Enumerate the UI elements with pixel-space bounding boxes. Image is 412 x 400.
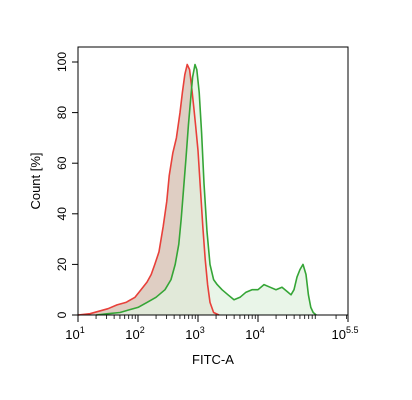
y-tick-label: 20 xyxy=(55,257,69,271)
series-1-line xyxy=(77,63,220,316)
series-layer xyxy=(77,63,317,316)
x-axis-ticks: 101 102 103 104 105.5 xyxy=(65,315,358,342)
plot-frame xyxy=(77,46,349,316)
x-tick-label: 101 xyxy=(65,325,84,342)
y-axis-ticks: 0 20 40 60 80 100 xyxy=(55,52,78,318)
x-tick-label: 104 xyxy=(245,325,264,342)
x-tick-label: 103 xyxy=(185,325,204,342)
x-tick-label: 105.5 xyxy=(332,325,359,342)
y-tick-label: 40 xyxy=(55,207,69,221)
y-tick-label: 60 xyxy=(55,156,69,170)
y-tick-label: 0 xyxy=(55,311,69,318)
series-2-line xyxy=(95,63,317,316)
series-2-area xyxy=(96,64,317,315)
x-axis-label: FITC-A xyxy=(192,352,234,367)
y-tick-label: 100 xyxy=(55,52,69,72)
x-tick-label: 102 xyxy=(125,325,144,342)
y-axis-label: Count [%] xyxy=(28,152,43,209)
y-tick-label: 80 xyxy=(55,106,69,120)
